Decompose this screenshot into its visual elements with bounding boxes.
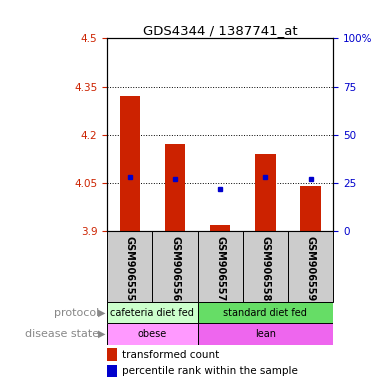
Text: lean: lean <box>255 329 276 339</box>
Text: GSM906556: GSM906556 <box>170 236 180 301</box>
FancyBboxPatch shape <box>107 231 152 302</box>
Bar <box>300 186 321 231</box>
Title: GDS4344 / 1387741_at: GDS4344 / 1387741_at <box>143 24 298 37</box>
Text: obese: obese <box>138 329 167 339</box>
Text: GSM906555: GSM906555 <box>125 236 135 301</box>
Bar <box>198 323 333 345</box>
Bar <box>107 365 118 377</box>
Bar <box>165 144 185 231</box>
Text: protocol: protocol <box>54 308 100 318</box>
FancyBboxPatch shape <box>152 231 198 302</box>
Text: GSM906559: GSM906559 <box>306 236 316 301</box>
FancyBboxPatch shape <box>288 231 333 302</box>
Text: GSM906558: GSM906558 <box>260 236 270 301</box>
Bar <box>107 323 198 345</box>
FancyBboxPatch shape <box>243 231 288 302</box>
Text: GSM906557: GSM906557 <box>215 236 225 301</box>
Bar <box>210 225 231 231</box>
Bar <box>107 302 198 323</box>
Text: percentile rank within the sample: percentile rank within the sample <box>122 366 298 376</box>
Bar <box>119 96 140 231</box>
Text: standard diet fed: standard diet fed <box>224 308 307 318</box>
Text: disease state: disease state <box>25 329 100 339</box>
Text: transformed count: transformed count <box>122 349 219 359</box>
FancyBboxPatch shape <box>198 231 243 302</box>
Text: ▶: ▶ <box>98 329 105 339</box>
Bar <box>107 348 118 361</box>
Text: ▶: ▶ <box>98 308 105 318</box>
Bar <box>198 302 333 323</box>
Text: cafeteria diet fed: cafeteria diet fed <box>111 308 194 318</box>
Bar <box>255 154 276 231</box>
